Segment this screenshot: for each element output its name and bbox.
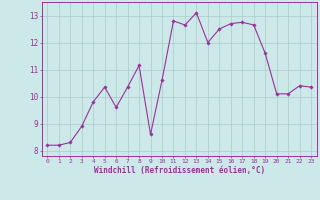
X-axis label: Windchill (Refroidissement éolien,°C): Windchill (Refroidissement éolien,°C) bbox=[94, 166, 265, 175]
